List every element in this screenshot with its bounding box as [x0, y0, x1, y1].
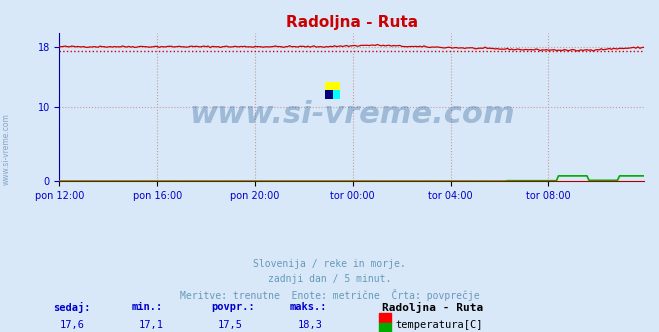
Text: min.:: min.: [132, 302, 163, 312]
Text: www.si-vreme.com: www.si-vreme.com [189, 100, 515, 129]
Text: maks.:: maks.: [290, 302, 328, 312]
Text: sedaj:: sedaj: [53, 302, 90, 313]
Text: 17,5: 17,5 [218, 320, 243, 330]
Text: Slovenija / reke in morje.: Slovenija / reke in morje. [253, 259, 406, 269]
Text: temperatura[C]: temperatura[C] [395, 320, 483, 330]
Text: 17,6: 17,6 [60, 320, 85, 330]
Text: povpr.:: povpr.: [211, 302, 254, 312]
Text: Radoljna - Ruta: Radoljna - Ruta [382, 302, 484, 313]
FancyBboxPatch shape [326, 91, 340, 99]
Text: 18,3: 18,3 [297, 320, 322, 330]
FancyBboxPatch shape [326, 91, 333, 99]
Text: zadnji dan / 5 minut.: zadnji dan / 5 minut. [268, 274, 391, 284]
Text: www.si-vreme.com: www.si-vreme.com [2, 114, 11, 185]
Text: 17,1: 17,1 [139, 320, 164, 330]
FancyBboxPatch shape [326, 82, 340, 99]
Text: Meritve: trenutne  Enote: metrične  Črta: povprečje: Meritve: trenutne Enote: metrične Črta: … [180, 289, 479, 301]
Title: Radoljna - Ruta: Radoljna - Ruta [285, 15, 418, 30]
